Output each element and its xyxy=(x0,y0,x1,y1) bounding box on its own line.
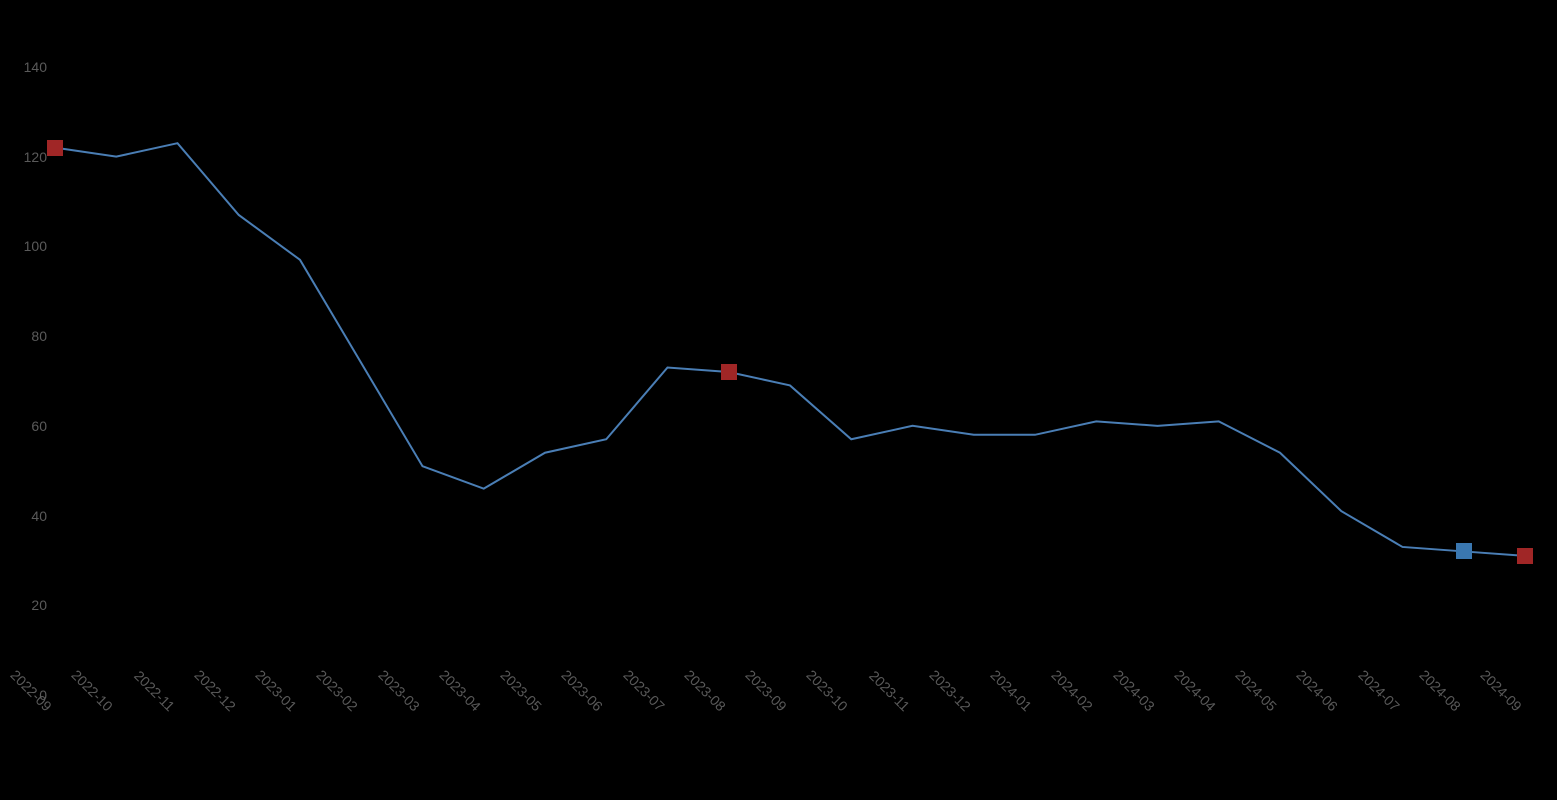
y-tick-label: 100 xyxy=(24,238,47,254)
marker-square xyxy=(721,364,737,380)
y-tick-label: 120 xyxy=(24,149,47,165)
line-series xyxy=(55,143,1525,556)
y-tick-label: 60 xyxy=(31,418,47,434)
y-tick-label: 40 xyxy=(31,508,47,524)
plot-area: 0204060801001201402022-092022-102022-112… xyxy=(55,40,1525,695)
y-tick-label: 80 xyxy=(31,328,47,344)
marker-square xyxy=(1456,543,1472,559)
marker-square xyxy=(47,140,63,156)
line-chart: 0204060801001201402022-092022-102022-112… xyxy=(0,0,1557,800)
x-tick-label: 2022-09 xyxy=(7,667,55,715)
y-tick-label: 20 xyxy=(31,597,47,613)
y-tick-label: 140 xyxy=(24,59,47,75)
line-svg xyxy=(55,40,1525,695)
marker-square xyxy=(1517,548,1533,564)
